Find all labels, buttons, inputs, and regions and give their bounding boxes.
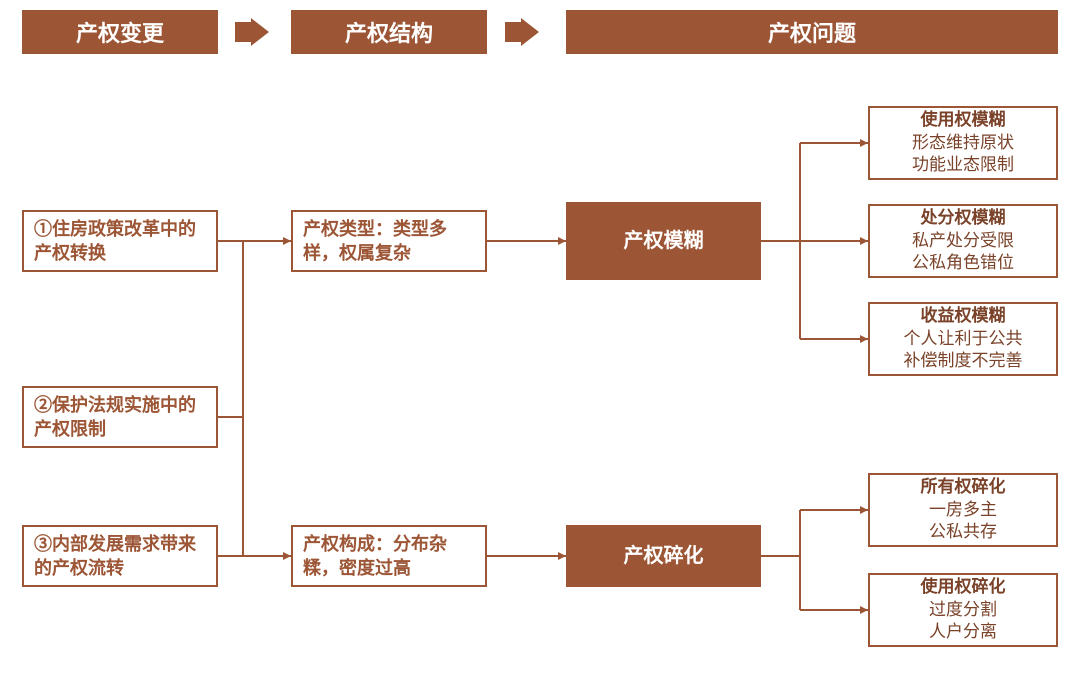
header-col2-label: 产权结构 — [345, 16, 433, 48]
detail-5-line1: 过度分割 — [929, 599, 997, 622]
detail-3-line2: 补偿制度不完善 — [904, 350, 1023, 373]
header-col3-label: 产权问题 — [768, 16, 856, 48]
header-col1-label: 产权变更 — [76, 16, 164, 48]
col2-box1: 产权类型：类型多样，权属复杂 — [291, 210, 487, 272]
detail-1-line2: 功能业态限制 — [912, 154, 1014, 177]
col1-box2: ②保护法规实施中的产权限制 — [22, 386, 218, 448]
detail-box-2: 处分权模糊 私产处分受限 公私角色错位 — [868, 204, 1058, 278]
arrow-sep-1 — [232, 16, 272, 48]
arrow-sep-2 — [502, 16, 542, 48]
detail-box-5: 使用权碎化 过度分割 人户分离 — [868, 573, 1058, 647]
col1-box3: ③内部发展需求带来的产权流转 — [22, 525, 218, 587]
detail-2-title: 处分权模糊 — [921, 207, 1006, 230]
detail-2-line1: 私产处分受限 — [912, 230, 1014, 253]
detail-3-line1: 个人让利于公共 — [904, 328, 1023, 351]
detail-4-title: 所有权碎化 — [921, 476, 1006, 499]
col2-box1-text: 产权类型：类型多样，权属复杂 — [303, 217, 475, 266]
col2-box2-text: 产权构成：分布杂糅，密度过高 — [303, 532, 475, 581]
col3-box1-text: 产权模糊 — [624, 228, 704, 255]
detail-1-title: 使用权模糊 — [921, 109, 1006, 132]
col3-box2: 产权碎化 — [566, 525, 761, 587]
col1-box3-text: ③内部发展需求带来的产权流转 — [34, 532, 206, 581]
col1-box1-text: ①住房政策改革中的产权转换 — [34, 217, 206, 266]
col1-box2-text: ②保护法规实施中的产权限制 — [34, 393, 206, 442]
detail-box-4: 所有权碎化 一房多主 公私共存 — [868, 473, 1058, 547]
detail-4-line2: 公私共存 — [929, 521, 997, 544]
col3-box1: 产权模糊 — [566, 202, 761, 280]
detail-box-1: 使用权模糊 形态维持原状 功能业态限制 — [868, 106, 1058, 180]
detail-3-title: 收益权模糊 — [921, 305, 1006, 328]
header-col3: 产权问题 — [566, 10, 1058, 54]
col2-box2: 产权构成：分布杂糅，密度过高 — [291, 525, 487, 587]
detail-5-title: 使用权碎化 — [921, 576, 1006, 599]
detail-box-3: 收益权模糊 个人让利于公共 补偿制度不完善 — [868, 302, 1058, 376]
detail-4-line1: 一房多主 — [929, 499, 997, 522]
header-col2: 产权结构 — [291, 10, 487, 54]
detail-1-line1: 形态维持原状 — [912, 132, 1014, 155]
header-col1: 产权变更 — [22, 10, 218, 54]
detail-5-line2: 人户分离 — [929, 621, 997, 644]
col1-box1: ①住房政策改革中的产权转换 — [22, 210, 218, 272]
detail-2-line2: 公私角色错位 — [912, 252, 1014, 275]
col3-box2-text: 产权碎化 — [624, 543, 704, 570]
